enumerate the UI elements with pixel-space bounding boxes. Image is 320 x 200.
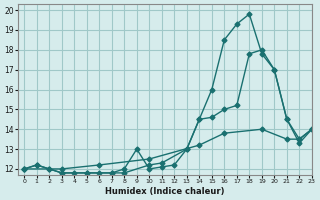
X-axis label: Humidex (Indice chaleur): Humidex (Indice chaleur) [105,187,225,196]
